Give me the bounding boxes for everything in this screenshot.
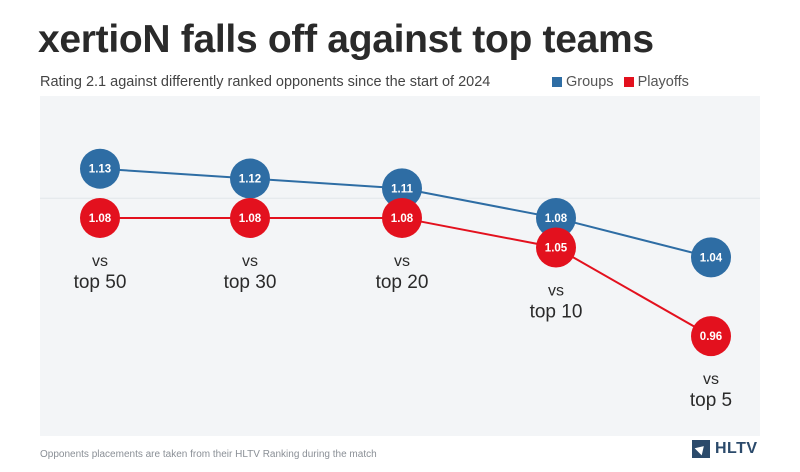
category-label: vs: [703, 371, 719, 388]
category-label: top 20: [376, 272, 429, 293]
data-point-playoffs: [382, 197, 422, 238]
data-label-groups: 1.11: [391, 183, 413, 195]
legend-label-groups: Groups: [566, 74, 614, 90]
category-label: top 50: [74, 272, 127, 293]
category-label: vs: [92, 253, 108, 270]
category-label: vs: [242, 253, 258, 270]
category-label: top 5: [690, 390, 732, 411]
data-point-groups: [691, 237, 731, 278]
data-label-playoffs: 1.05: [545, 243, 568, 255]
plot-area: 1.13 1.12 1.11 1.08 1.04 1.08 1.08 1.08 1.05 0.96…: [40, 96, 760, 436]
data-point-playoffs: [536, 227, 576, 268]
data-point-playoffs: [230, 197, 270, 238]
data-label-groups: 1.08: [545, 213, 568, 225]
hltv-logo: HLTV: [692, 440, 758, 458]
category-label: vs: [548, 283, 564, 300]
legend-label-playoffs: Playoffs: [637, 74, 689, 90]
data-label-groups: 1.04: [700, 252, 723, 264]
data-label-playoffs: 1.08: [89, 213, 112, 225]
legend-item-playoffs: Playoffs: [623, 74, 689, 90]
data-label-playoffs: 0.96: [700, 331, 722, 343]
footnote: Opponents placements are taken from thei…: [40, 449, 377, 460]
data-point-playoffs: [80, 197, 120, 238]
category-label: vs: [394, 253, 410, 270]
legend: Groups Playoffs: [552, 74, 689, 90]
data-label-groups: 1.12: [239, 174, 261, 186]
chart-title: xertioN falls off against top teams: [38, 18, 654, 61]
data-label-groups: 1.13: [89, 164, 111, 176]
data-point-groups: [80, 148, 120, 189]
data-label-playoffs: 1.08: [239, 213, 262, 225]
legend-item-groups: Groups: [552, 74, 614, 90]
data-point-playoffs: [691, 316, 731, 357]
chart-subtitle: Rating 2.1 against differently ranked op…: [40, 74, 491, 90]
data-point-groups: [382, 168, 422, 209]
category-label: top 10: [530, 302, 583, 323]
legend-swatch-groups: [552, 77, 562, 87]
line-chart: 1.13 1.12 1.11 1.08 1.04 1.08 1.08 1.08 1.05 0.96…: [40, 148, 760, 411]
data-point-groups: [230, 158, 270, 199]
hltv-logo-icon: [692, 440, 710, 458]
data-point-groups: [536, 197, 576, 238]
legend-swatch-playoffs: [623, 77, 634, 87]
hltv-logo-text: HLTV: [715, 440, 758, 457]
category-label: top 30: [224, 272, 277, 293]
data-label-playoffs: 1.08: [391, 213, 414, 225]
